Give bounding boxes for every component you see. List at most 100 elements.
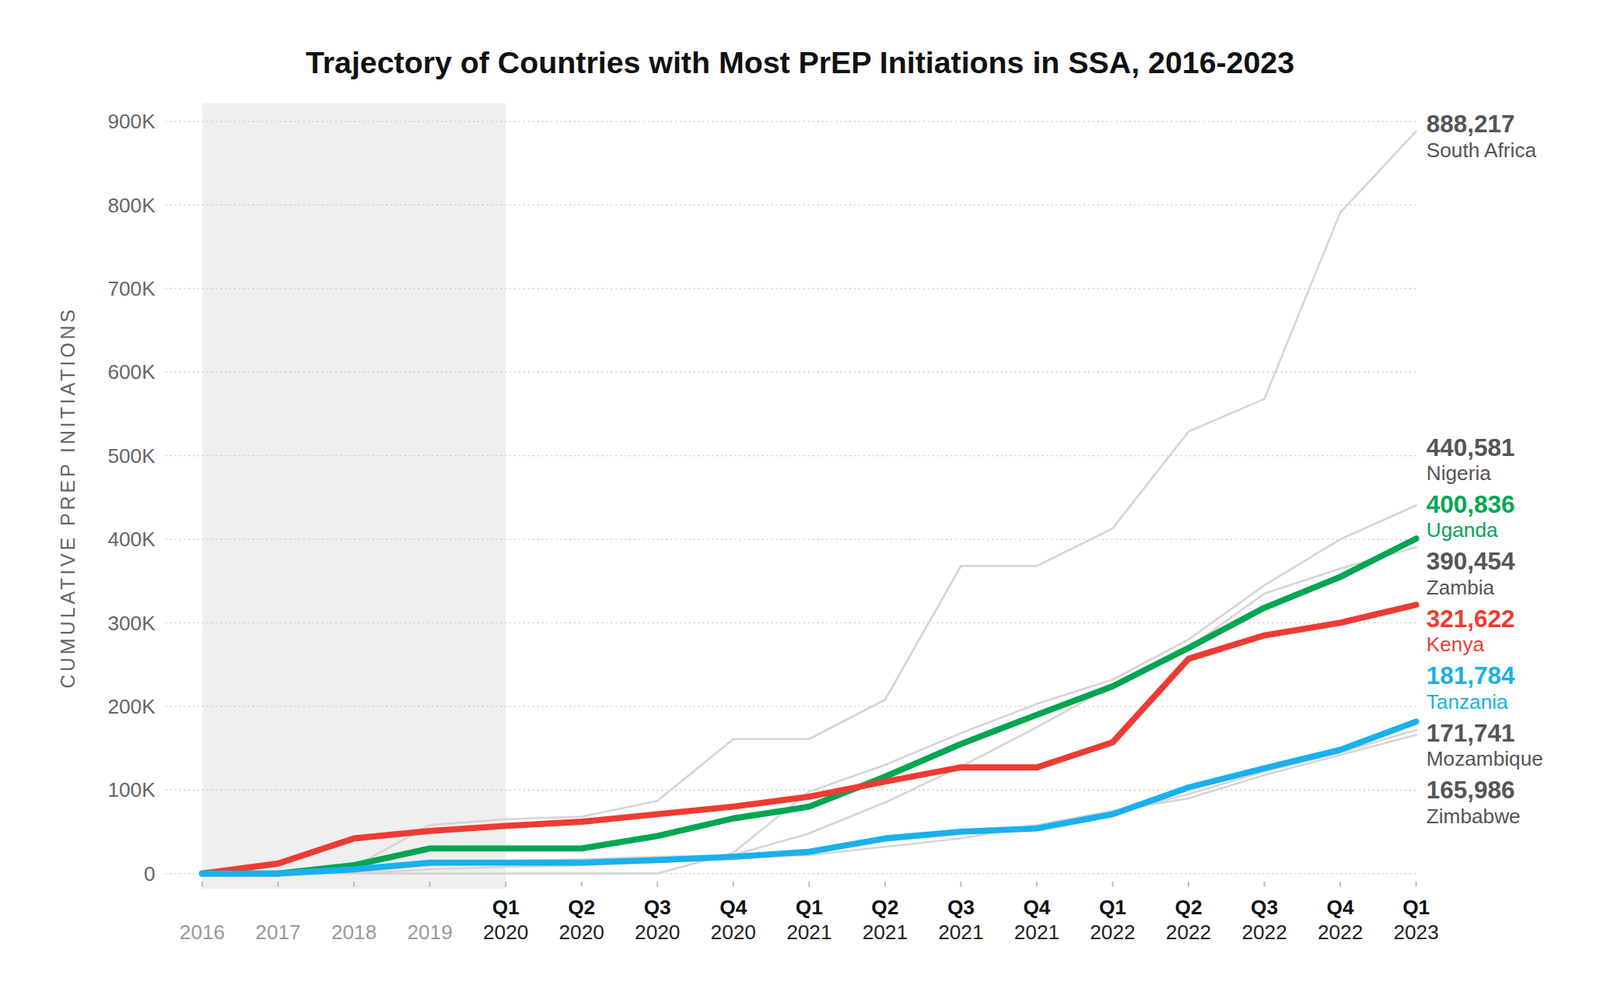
x-tick-label-part: Q1 <box>492 895 520 919</box>
x-tick-label-part: 2021 <box>862 920 908 944</box>
x-tick-label: Q12023 <box>1393 895 1439 943</box>
x-tick-label: Q12020 <box>483 895 529 943</box>
x-tick-label: Q12022 <box>1089 895 1135 943</box>
series-line <box>202 604 1417 873</box>
x-tick-label: 2019 <box>406 920 452 944</box>
end-name-label: South Africa <box>1426 138 1537 162</box>
title: Trajectory of Countries with Most PrEP I… <box>305 45 1295 80</box>
x-tick-label: Q22021 <box>862 895 908 943</box>
grid-line <box>165 789 1417 791</box>
series-line <box>202 721 1417 873</box>
y-axis-label: CUMULATIVE PREP INITIATIONS <box>56 306 79 689</box>
grid-line <box>165 705 1417 707</box>
x-tick-label-part: 2020 <box>483 920 529 944</box>
shaded-region <box>202 102 506 889</box>
x-tick <box>429 881 431 887</box>
end-value-label: 321,622 <box>1426 605 1516 633</box>
end-value-label: 181,784 <box>1426 661 1516 690</box>
x-tick-label-part: Q4 <box>719 895 747 919</box>
grid-line <box>165 622 1417 624</box>
end-name-label: Tanzania <box>1426 689 1509 714</box>
x-tick-label: 2017 <box>255 920 301 944</box>
x-tick <box>1263 881 1266 887</box>
x-tick-label: Q32020 <box>634 895 680 943</box>
y-tick-label: 800K <box>107 193 156 218</box>
end-name-label: Kenya <box>1426 632 1485 656</box>
series-line <box>202 131 1417 874</box>
x-tick <box>1415 881 1418 887</box>
end-value-label: 888,217 <box>1426 110 1516 138</box>
x-tick-label: Q22022 <box>1165 895 1212 943</box>
x-tick <box>581 881 583 887</box>
x-tick-label-part: 2022 <box>1317 920 1363 944</box>
x-tick-label-part: 2020 <box>710 920 757 944</box>
end-name-label: Mozambique <box>1426 746 1544 771</box>
x-tick-label-part: 2021 <box>938 920 984 944</box>
x-tick <box>1339 881 1341 887</box>
end-value-label: 390,454 <box>1426 547 1516 575</box>
x-tick <box>201 881 204 887</box>
x-tick-label-part: Q1 <box>1099 895 1127 919</box>
x-tick-label: Q42021 <box>1014 895 1060 943</box>
series-line <box>202 538 1417 873</box>
y-tick-label: 500K <box>107 444 156 468</box>
y-tick-label: 700K <box>107 276 156 301</box>
x-tick <box>1187 881 1190 887</box>
x-tick-label-part: Q1 <box>1402 895 1430 919</box>
y-tick-label: 100K <box>107 777 156 802</box>
x-tick <box>1036 881 1038 887</box>
end-name-label: Zimbabwe <box>1426 804 1521 828</box>
x-tick-label: Q12021 <box>786 895 832 943</box>
y-tick-label: 400K <box>107 527 156 551</box>
x-tick <box>277 881 280 887</box>
x-tick-label-part: Q3 <box>644 895 672 919</box>
x-tick <box>1111 881 1114 887</box>
x-tick-label-part: Q4 <box>1022 895 1051 919</box>
x-tick-label-part: Q4 <box>1326 895 1355 919</box>
x-tick-label: Q42022 <box>1317 895 1363 943</box>
x-tick-label-part: 2023 <box>1393 920 1439 944</box>
series-line <box>202 546 1417 873</box>
y-tick-label: 900K <box>107 109 156 134</box>
grid-line <box>165 455 1417 456</box>
x-tick-label-part: Q3 <box>1250 895 1278 919</box>
x-tick-label-part: 2022 <box>1165 920 1212 944</box>
grid-line <box>165 120 1417 122</box>
x-tick-label-part: 2021 <box>1014 920 1060 944</box>
grid-line <box>165 538 1417 540</box>
x-tick <box>959 881 962 887</box>
end-value-label: 171,741 <box>1426 719 1516 747</box>
x-tick-label: Q32022 <box>1241 895 1287 943</box>
x-tick-label-part: 2022 <box>1089 920 1135 944</box>
end-name-label: Uganda <box>1426 518 1499 542</box>
x-tick <box>732 881 735 887</box>
x-tick-label-part: 2020 <box>559 920 605 944</box>
grid-line <box>165 287 1417 289</box>
grid-line <box>165 371 1417 373</box>
grid-line <box>165 204 1417 206</box>
series-line <box>202 504 1417 873</box>
chart: Trajectory of Countries with Most PrEP I… <box>0 0 1600 996</box>
x-tick-label-part: 2022 <box>1241 920 1287 944</box>
x-tick <box>884 881 886 887</box>
end-value-label: 165,986 <box>1426 776 1516 804</box>
y-tick-label: 200K <box>107 694 156 718</box>
end-name-label: Zambia <box>1426 575 1495 599</box>
x-tick-label-part: 2021 <box>786 920 832 944</box>
end-value-label: 440,581 <box>1426 434 1516 462</box>
x-tick-label-part: Q2 <box>871 895 899 919</box>
x-tick-label-part: 2020 <box>634 920 680 944</box>
x-tick-label: Q32021 <box>938 895 984 943</box>
y-tick-label: 600K <box>107 360 156 384</box>
x-tick <box>504 881 507 887</box>
x-tick <box>353 881 355 887</box>
x-tick <box>808 881 810 887</box>
y-tick-label: 0 <box>143 861 156 886</box>
x-tick <box>656 881 659 887</box>
x-tick-label-part: Q2 <box>567 895 596 919</box>
end-value-label: 400,836 <box>1426 490 1516 519</box>
x-tick-label: Q22020 <box>559 895 605 943</box>
plot-area <box>202 131 1417 874</box>
x-tick-label: 2018 <box>331 920 377 944</box>
x-tick-label: Q42020 <box>710 895 757 943</box>
